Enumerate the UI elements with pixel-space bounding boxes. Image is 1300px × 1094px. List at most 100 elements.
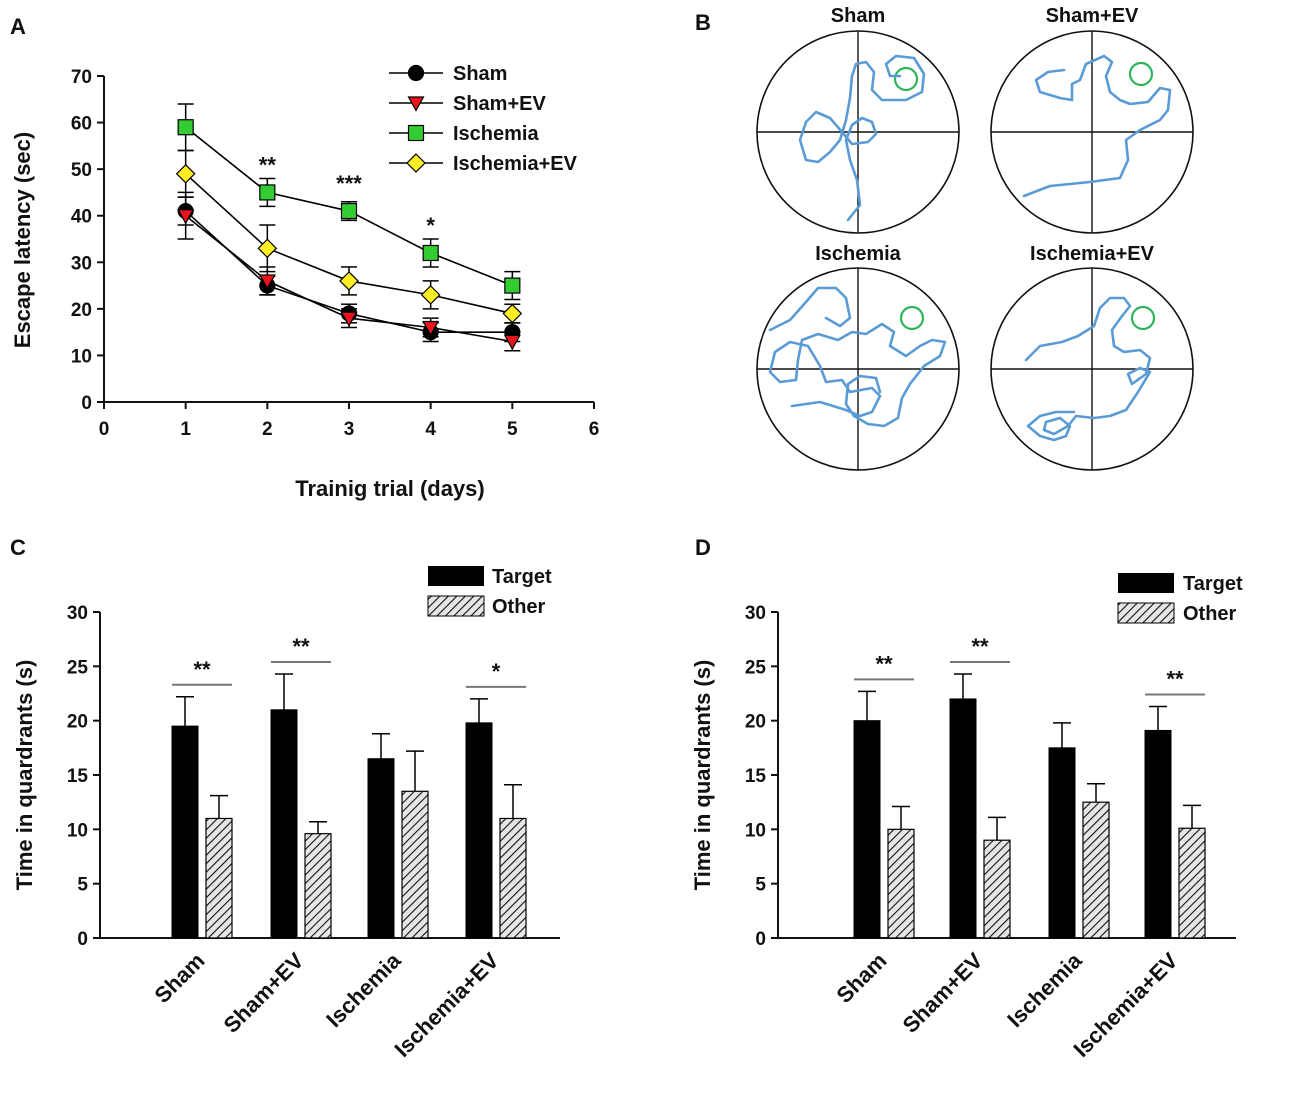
x-tick-label: 5 [507,419,518,440]
maze-sham-ev [990,30,1194,234]
legend-marker [406,153,426,173]
y-tick-label: 10 [71,346,92,367]
platform-marker [1128,61,1154,87]
x-tick-label: 3 [344,419,355,440]
y-tick-label: 5 [77,875,88,896]
significance-label: ** [193,657,211,682]
bar-target [367,758,395,939]
legend-label-target: Target [492,566,552,588]
chart-c-legend: Target Other [427,566,552,618]
bar-other [401,790,429,939]
swim-path [1022,54,1172,198]
legend-label-other: Other [492,596,546,618]
y-tick-label: 70 [71,67,92,88]
bar-target [465,722,493,939]
chart-d: Time in quardrants (s) Target Other 0 5 10… [690,573,1243,1062]
y-tick-label: 20 [67,712,88,733]
data-point [340,202,358,220]
legend-marker [407,124,425,142]
significance-label: * [492,659,501,684]
maze-ischemia-ev [990,267,1194,471]
significance-label: ** [875,651,893,676]
maze-ischemia [756,267,960,471]
bar-target [270,709,298,939]
data-point [258,274,276,290]
data-point [177,209,195,225]
significance-label: * [426,213,435,238]
legend-label-sham-ev: Sham+EV [453,93,546,115]
data-point [422,244,439,262]
y-tick-label: 40 [71,207,92,228]
y-tick-label: 5 [755,875,766,896]
y-tick-label: 0 [77,929,88,950]
y-tick-label: 50 [71,160,92,181]
platform-marker [893,66,919,92]
legend-swatch-target [1118,573,1174,593]
swim-path [798,54,926,222]
legend-label-other: Other [1183,603,1237,625]
y-tick-label: 0 [81,393,92,414]
legend-label-ischemia: Ischemia [453,123,539,145]
panel-b-maze-traces: Sham Sham+EV Ischemia Ischemia+EV [756,5,1194,471]
y-tick-label: 0 [755,929,766,950]
significance-label: ** [1166,667,1184,692]
data-point [420,285,441,305]
platform-marker [899,305,925,331]
y-tick-label: 30 [745,603,766,624]
category-label: Sham [149,948,209,1008]
data-point [503,334,521,351]
chart-a-ylabel: Escape latency (sec) [10,132,35,348]
data-point [339,271,359,291]
category-label: Ischemia [321,947,406,1032]
swim-path [768,286,947,428]
bar-other [983,839,1011,939]
chart-a-xlabel: Trainig trial (days) [295,476,485,501]
legend-swatch-other [427,595,485,617]
x-tick-label: 4 [425,419,436,440]
legend-swatch-target [428,566,484,586]
category-label: Sham [831,948,891,1008]
platform-marker [1130,305,1156,331]
data-point [340,311,358,327]
category-label: Sham+EV [898,948,988,1038]
y-tick-label: 20 [71,300,92,321]
bar-other [205,817,233,939]
panel-letter-c: C [10,535,26,560]
legend-marker [407,64,425,82]
category-label: Ischemia+EV [389,948,503,1062]
y-tick-label: 15 [67,766,89,787]
panel-letter-d: D [695,535,711,560]
significance-label: *** [336,171,362,196]
chart-d-ylabel: Time in quardrants (s) [690,660,715,891]
y-tick-label: 25 [745,657,767,678]
y-tick-label: 25 [67,657,89,678]
data-point [504,277,521,294]
category-label: Sham+EV [219,948,309,1038]
bar-other [887,828,915,939]
category-label: Ischemia [1002,947,1087,1032]
y-tick-label: 60 [71,114,92,135]
data-point [257,238,278,259]
chart-c: Time in quardrants (s) Target Other 0 5 10… [12,566,560,1062]
maze-title-ischemia-ev: Ischemia+EV [1030,243,1155,265]
bar-target [1144,729,1172,939]
maze-sham [756,30,960,234]
x-tick-label: 6 [589,419,600,440]
maze-title-ischemia: Ischemia [815,243,901,265]
maze-title-sham-ev: Sham+EV [1046,5,1139,27]
bar-other [499,817,527,939]
chart-a-legend: Sham Sham+EV Ischemia Ischemia+EV [389,63,578,175]
y-tick-label: 15 [745,766,767,787]
data-point [177,119,194,136]
bar-other [1178,827,1206,939]
legend-label-ischemia-ev: Ischemia+EV [453,153,578,175]
x-tick-label: 0 [99,419,110,440]
data-point [259,184,276,201]
data-point [422,320,440,337]
significance-label: ** [292,634,310,659]
y-tick-label: 20 [745,712,766,733]
bar-other [1082,801,1110,939]
legend-swatch-other [1117,602,1175,624]
significance-label: ** [259,152,277,177]
